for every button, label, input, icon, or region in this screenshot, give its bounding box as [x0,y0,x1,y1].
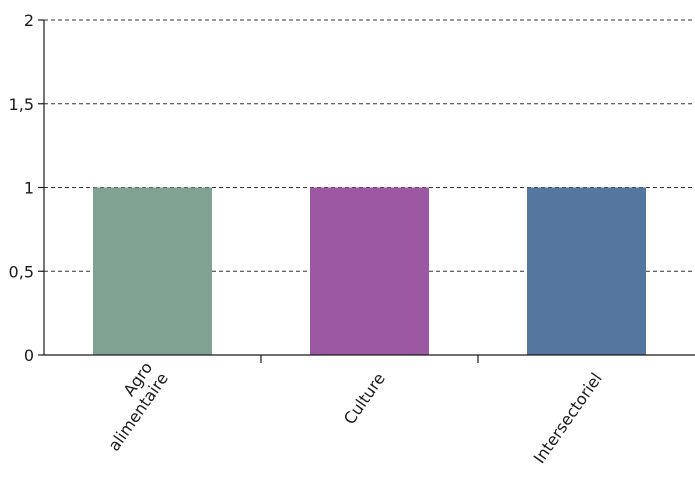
x-category-label-line: Culture [340,369,389,428]
bars [93,187,646,355]
y-tick-label: 1,5 [9,95,34,114]
bar [93,187,212,355]
bar [527,187,646,355]
y-tick-label: 0 [24,346,34,365]
y-tick-label: 0,5 [9,262,34,281]
y-tick-label: 1 [24,179,34,198]
x-category-label: Intersectoriel [530,369,606,467]
y-tick-label: 2 [24,11,34,30]
bar [310,187,429,355]
axes [38,19,695,363]
x-category-label-line: Intersectoriel [530,369,606,467]
x-category-label: Culture [340,369,389,428]
